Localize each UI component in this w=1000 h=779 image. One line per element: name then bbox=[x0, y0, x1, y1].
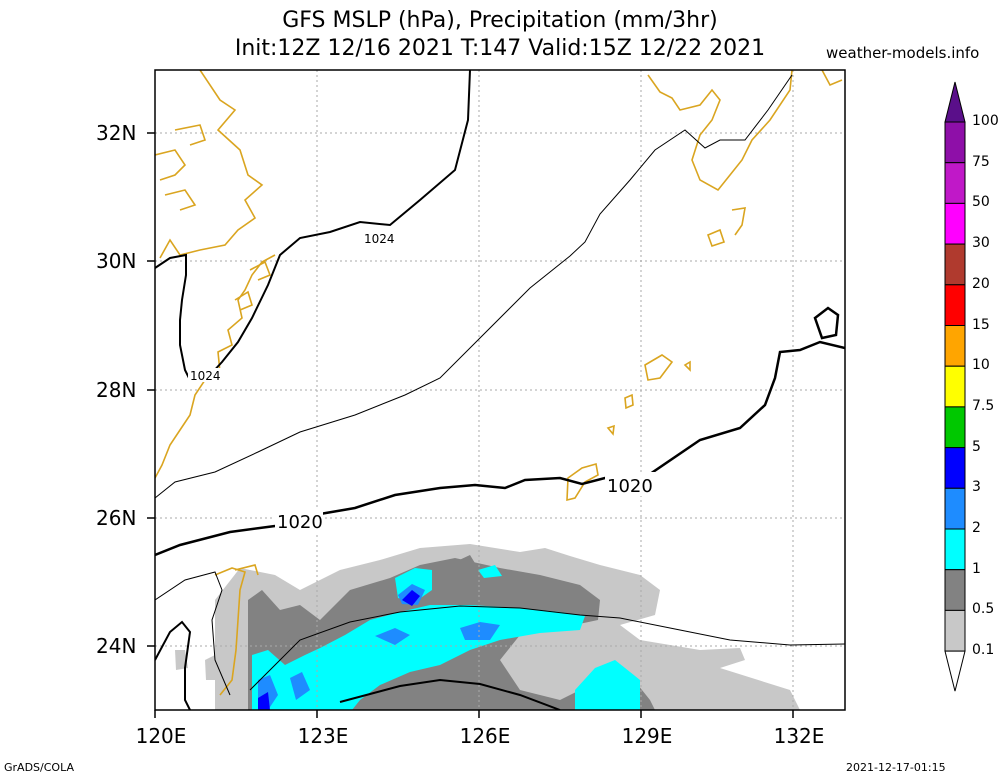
isobar-label: 1020 bbox=[277, 512, 323, 533]
precip-darkblue bbox=[258, 590, 420, 710]
colorbar-swatch bbox=[944, 528, 966, 571]
isobar-1016-low bbox=[155, 620, 192, 710]
coastlines bbox=[155, 70, 843, 696]
colorbar-label: 15 bbox=[972, 316, 990, 333]
colorbar-label: 20 bbox=[972, 275, 990, 292]
colorbar-label: 0.1 bbox=[972, 642, 995, 659]
colorbar-swatch bbox=[944, 162, 966, 204]
isobar-label: 1020 bbox=[607, 476, 653, 497]
colorbar-label: 2 bbox=[972, 520, 981, 536]
colorbar-label: 100 bbox=[972, 113, 999, 129]
lon-label: 120E bbox=[135, 724, 187, 748]
colorbar-label: 50 bbox=[972, 194, 990, 211]
colorbar-swatch bbox=[944, 406, 966, 449]
colorbar-arrow-bottom bbox=[944, 650, 966, 692]
colorbar-swatch bbox=[944, 121, 966, 164]
colorbar-swatch bbox=[944, 447, 966, 489]
lon-label: 129E bbox=[621, 724, 673, 748]
axis-ticks bbox=[147, 132, 794, 718]
isobar-1016-south bbox=[339, 678, 561, 710]
footer-timestamp: 2021-12-17-01:15 bbox=[846, 761, 946, 774]
isobar-label: 1024 bbox=[190, 369, 221, 383]
colorbar-swatch bbox=[944, 609, 966, 652]
lat-label: 28N bbox=[96, 378, 137, 402]
colorbar-swatch bbox=[944, 243, 966, 286]
colorbar-label: 7.5 bbox=[972, 397, 995, 414]
colorbar-label: 10 bbox=[972, 357, 990, 374]
isobar-1018 bbox=[155, 571, 231, 696]
isobar-label: 1024 bbox=[364, 232, 395, 246]
isobar-1024-main bbox=[209, 70, 471, 376]
colorbar-label: 1 bbox=[972, 560, 981, 577]
precip-cyan bbox=[252, 565, 640, 710]
colorbar-label: 30 bbox=[972, 235, 990, 252]
colorbar-swatch bbox=[944, 365, 966, 408]
lat-label: 24N bbox=[96, 634, 137, 658]
colorbar-swatch bbox=[944, 487, 966, 530]
lat-label: 32N bbox=[96, 121, 137, 145]
graticule bbox=[155, 70, 845, 710]
lat-label: 30N bbox=[96, 249, 137, 273]
isobar-1018-east bbox=[249, 605, 845, 691]
isobar-1022 bbox=[155, 74, 793, 499]
colorbar-label: 0.5 bbox=[972, 601, 995, 618]
colorbar-label: 5 bbox=[972, 438, 981, 455]
isobar-1024-west bbox=[155, 253, 191, 381]
colorbar bbox=[944, 81, 966, 692]
colorbar-label: 3 bbox=[972, 479, 981, 496]
map-title: GFS MSLP (hPa), Precipitation (mm/3hr) bbox=[282, 8, 718, 33]
colorbar-arrow-top bbox=[944, 81, 966, 123]
colorbar-swatch bbox=[944, 569, 966, 611]
colorbar-swatch bbox=[944, 325, 966, 367]
colorbar-swatch bbox=[944, 284, 966, 326]
map-subtitle: Init:12Z 12/16 2021 T:147 Valid:15Z 12/2… bbox=[234, 36, 766, 61]
colorbar-label: 75 bbox=[972, 153, 990, 170]
lat-label: 26N bbox=[96, 506, 137, 530]
site-credit: weather-models.info bbox=[826, 44, 980, 62]
isobar-1020-closed bbox=[813, 306, 840, 340]
footer-software: GrADS/COLA bbox=[4, 761, 74, 774]
lon-label: 132E bbox=[773, 724, 825, 748]
lon-label: 123E bbox=[297, 724, 349, 748]
lon-label: 126E bbox=[459, 724, 511, 748]
colorbar-swatch bbox=[944, 202, 966, 245]
